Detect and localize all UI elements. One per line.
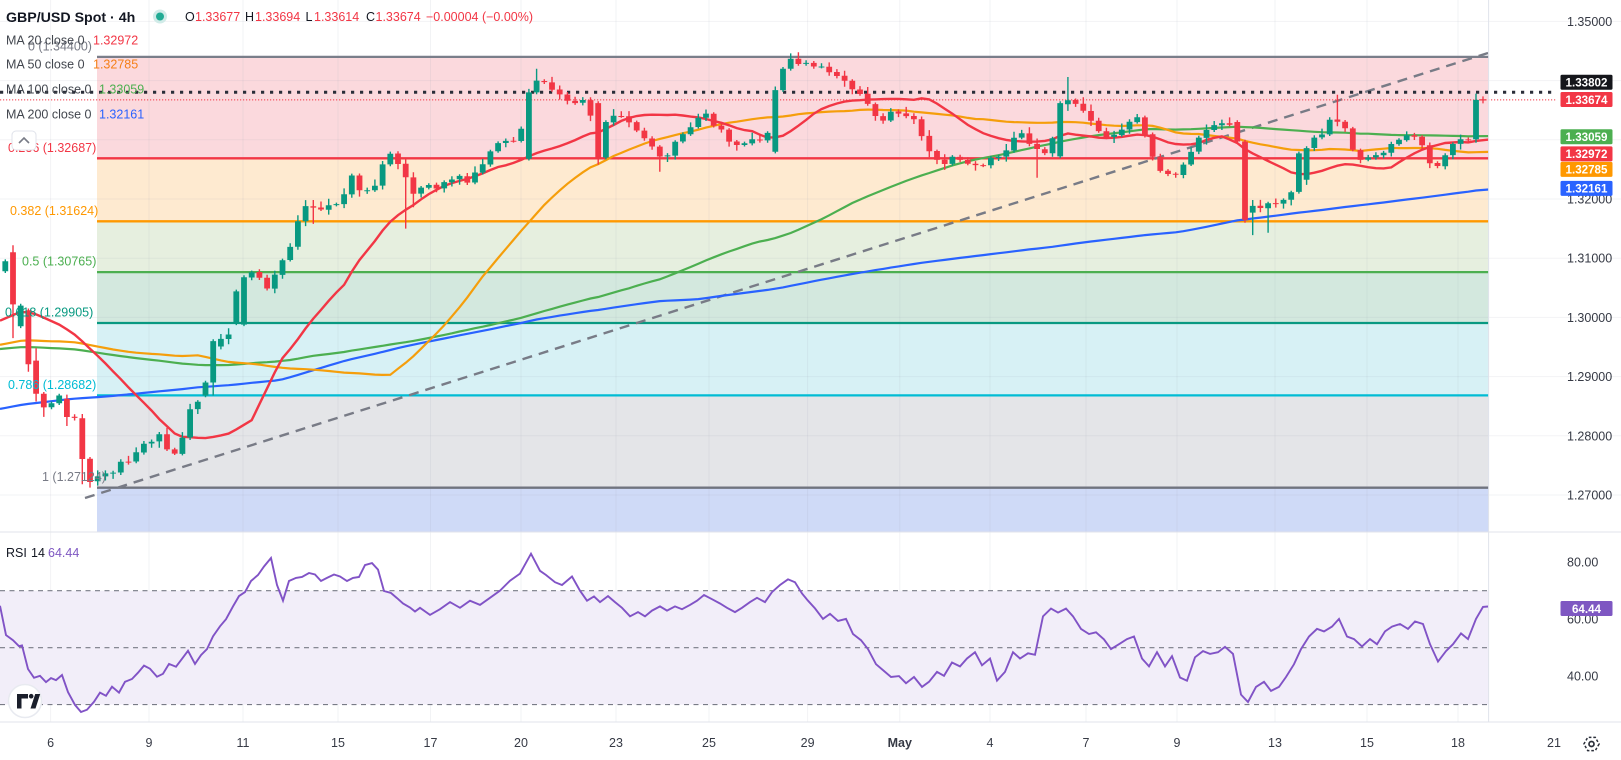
svg-text:17: 17	[424, 736, 438, 750]
svg-text:−0.00004 (−0.00%): −0.00004 (−0.00%)	[426, 10, 533, 24]
svg-text:1.33674: 1.33674	[376, 10, 421, 24]
svg-text:1.32000: 1.32000	[1567, 193, 1612, 207]
svg-text:64.44: 64.44	[1572, 603, 1602, 616]
svg-text:1.32972: 1.32972	[93, 34, 138, 48]
svg-text:1.32161: 1.32161	[99, 108, 144, 122]
svg-text:1.33677: 1.33677	[195, 10, 240, 24]
svg-text:18: 18	[1451, 736, 1465, 750]
svg-text:4: 4	[987, 736, 994, 750]
svg-text:1.32785: 1.32785	[93, 58, 138, 72]
svg-text:1.33059: 1.33059	[99, 83, 144, 97]
svg-text:GBP/USD Spot · 4h: GBP/USD Spot · 4h	[6, 10, 135, 26]
svg-text:20: 20	[514, 736, 528, 750]
svg-text:1.27000: 1.27000	[1567, 489, 1612, 503]
svg-text:0 (1.34400): 0 (1.34400)	[28, 39, 92, 53]
svg-text:21: 21	[1547, 736, 1561, 750]
svg-text:1.33614: 1.33614	[314, 10, 359, 24]
svg-text:1.32972: 1.32972	[1566, 148, 1608, 161]
svg-text:1.33059: 1.33059	[1566, 131, 1608, 144]
svg-text:9: 9	[146, 736, 153, 750]
svg-text:14: 14	[31, 546, 45, 560]
svg-text:29: 29	[801, 736, 815, 750]
svg-text:L: L	[306, 10, 313, 24]
svg-text:1.30000: 1.30000	[1567, 311, 1612, 325]
svg-text:9: 9	[1174, 736, 1181, 750]
svg-text:0.382 (1.31624): 0.382 (1.31624)	[10, 204, 98, 218]
svg-text:40.00: 40.00	[1567, 670, 1598, 684]
svg-text:MA 100 close 0: MA 100 close 0	[6, 83, 92, 97]
svg-text:0.786 (1.28682): 0.786 (1.28682)	[8, 378, 96, 392]
svg-text:1.28000: 1.28000	[1567, 429, 1612, 443]
svg-text:MA 20 close 0: MA 20 close 0	[6, 34, 85, 48]
svg-text:May: May	[888, 736, 912, 750]
svg-text:23: 23	[609, 736, 623, 750]
svg-text:H: H	[245, 10, 254, 24]
svg-text:64.44: 64.44	[48, 546, 79, 560]
svg-text:1.29000: 1.29000	[1567, 370, 1612, 384]
svg-text:0.618 (1.29905): 0.618 (1.29905)	[5, 306, 93, 320]
svg-text:0.5 (1.30765): 0.5 (1.30765)	[22, 255, 96, 269]
svg-text:1.35000: 1.35000	[1567, 15, 1612, 29]
svg-text:MA 50 close 0: MA 50 close 0	[6, 58, 85, 72]
svg-text:7: 7	[1083, 736, 1090, 750]
svg-text:15: 15	[1360, 736, 1374, 750]
svg-text:1.33694: 1.33694	[255, 10, 300, 24]
svg-text:RSI: RSI	[6, 546, 27, 560]
svg-text:11: 11	[237, 736, 250, 750]
svg-text:1.32161: 1.32161	[1566, 183, 1608, 196]
svg-text:O: O	[185, 10, 195, 24]
svg-text:1.33802: 1.33802	[1566, 77, 1608, 90]
svg-text:MA 200 close 0: MA 200 close 0	[6, 108, 92, 122]
svg-text:60.00: 60.00	[1567, 613, 1598, 627]
svg-text:15: 15	[331, 736, 345, 750]
svg-text:13: 13	[1268, 736, 1282, 750]
svg-text:C: C	[366, 10, 375, 24]
svg-text:25: 25	[702, 736, 716, 750]
svg-text:1.32785: 1.32785	[1566, 164, 1608, 177]
svg-text:1.31000: 1.31000	[1567, 252, 1612, 266]
svg-text:80.00: 80.00	[1567, 556, 1598, 570]
svg-text:1 (1.27124): 1 (1.27124)	[42, 470, 106, 484]
svg-text:6: 6	[47, 736, 54, 750]
svg-text:1.33674: 1.33674	[1566, 94, 1608, 107]
